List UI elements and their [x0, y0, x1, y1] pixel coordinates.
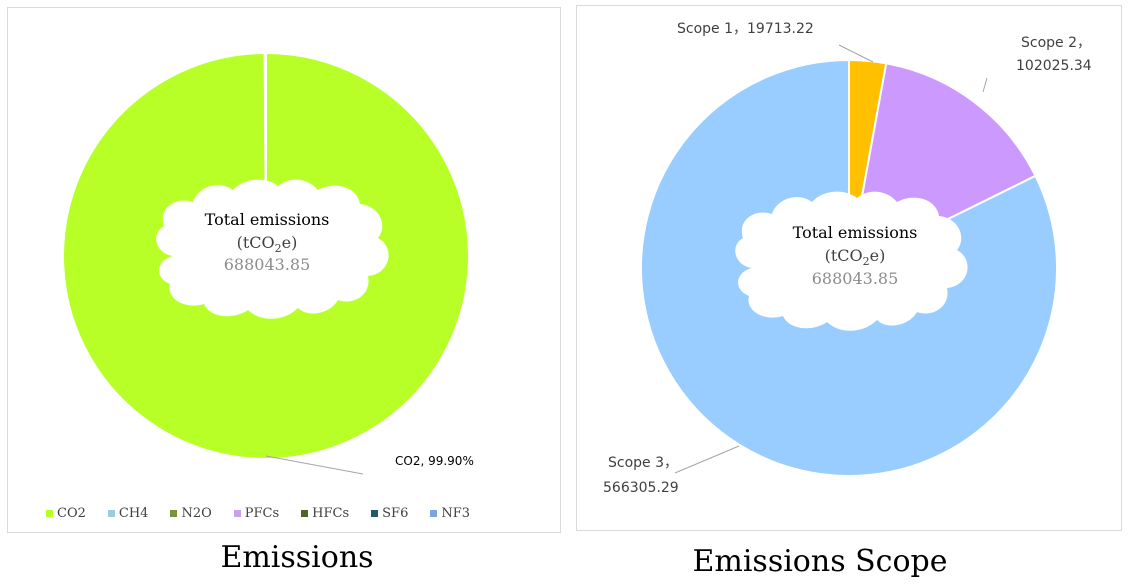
legend-label: SF6	[382, 506, 409, 521]
legend-item-sf6: SF6	[371, 506, 408, 521]
legend-label: N2O	[181, 506, 212, 521]
legend-label: CH4	[118, 506, 149, 521]
legend-label: HFCs	[312, 506, 350, 521]
scope1-label: Scope 1，19713.22	[677, 21, 814, 37]
scope3-label-name: Scope 3，	[608, 455, 678, 471]
scope3-leader-line	[674, 445, 740, 474]
legend-swatch	[107, 510, 115, 517]
co2-data-label: CO2, 99.90%	[395, 454, 474, 468]
legend-swatch	[301, 510, 309, 517]
center-title: Total emissions	[205, 210, 330, 229]
legend-item-nf3: NF3	[430, 506, 470, 521]
legend-label: CO2	[57, 506, 86, 521]
legend-swatch	[46, 510, 53, 517]
scope2-leader-line	[982, 77, 988, 93]
center-cloud	[156, 179, 389, 319]
emissions-scope-pie-chart: Scope 1，19713.22 Scope 2， 102025.34 Scop…	[603, 21, 1092, 496]
legend-label: NF3	[441, 506, 471, 521]
legend-swatch	[233, 510, 241, 517]
center-value: 688043.85	[224, 255, 311, 274]
co2-leader-line	[265, 455, 364, 475]
emissions-pie-chart: CO2, 99.90% Total emissions (tCO2e) 6880…	[62, 51, 474, 475]
legend-label: PFCs	[244, 506, 280, 521]
emissions-legend: CO2 CH4 N2O PFCs HFCs SF6 NF3	[46, 506, 470, 521]
legend-item-co2: CO2	[46, 506, 86, 521]
center-cloud	[735, 191, 968, 331]
center-value: 688043.85	[812, 269, 899, 288]
center-title: Total emissions	[793, 223, 918, 242]
scope2-label-value: 102025.34	[1016, 58, 1092, 74]
legend-item-n2o: N2O	[170, 506, 212, 521]
emissions-caption: Emissions	[220, 540, 374, 575]
scope2-label-name: Scope 2，	[1021, 35, 1091, 51]
legend-item-ch4: CH4	[107, 506, 149, 521]
legend-item-hfcs: HFCs	[301, 506, 349, 521]
legend-swatch	[371, 510, 379, 517]
legend-swatch	[170, 510, 178, 517]
scope3-label-value: 566305.29	[603, 480, 679, 496]
center-unit: (tCO2e)	[825, 246, 886, 268]
emissions-chart-panel: CO2, 99.90% Total emissions (tCO2e) 6880…	[7, 7, 561, 533]
pie-slice-scope-3	[640, 58, 1058, 477]
legend-item-pfcs: PFCs	[233, 506, 280, 521]
emissions-scope-chart-panel: Scope 1，19713.22 Scope 2， 102025.34 Scop…	[576, 5, 1122, 531]
legend-swatch	[430, 510, 438, 517]
scope1-leader-line	[838, 44, 874, 63]
center-unit: (tCO2e)	[237, 233, 298, 255]
emissions-scope-caption: Emissions Scope	[692, 544, 948, 579]
